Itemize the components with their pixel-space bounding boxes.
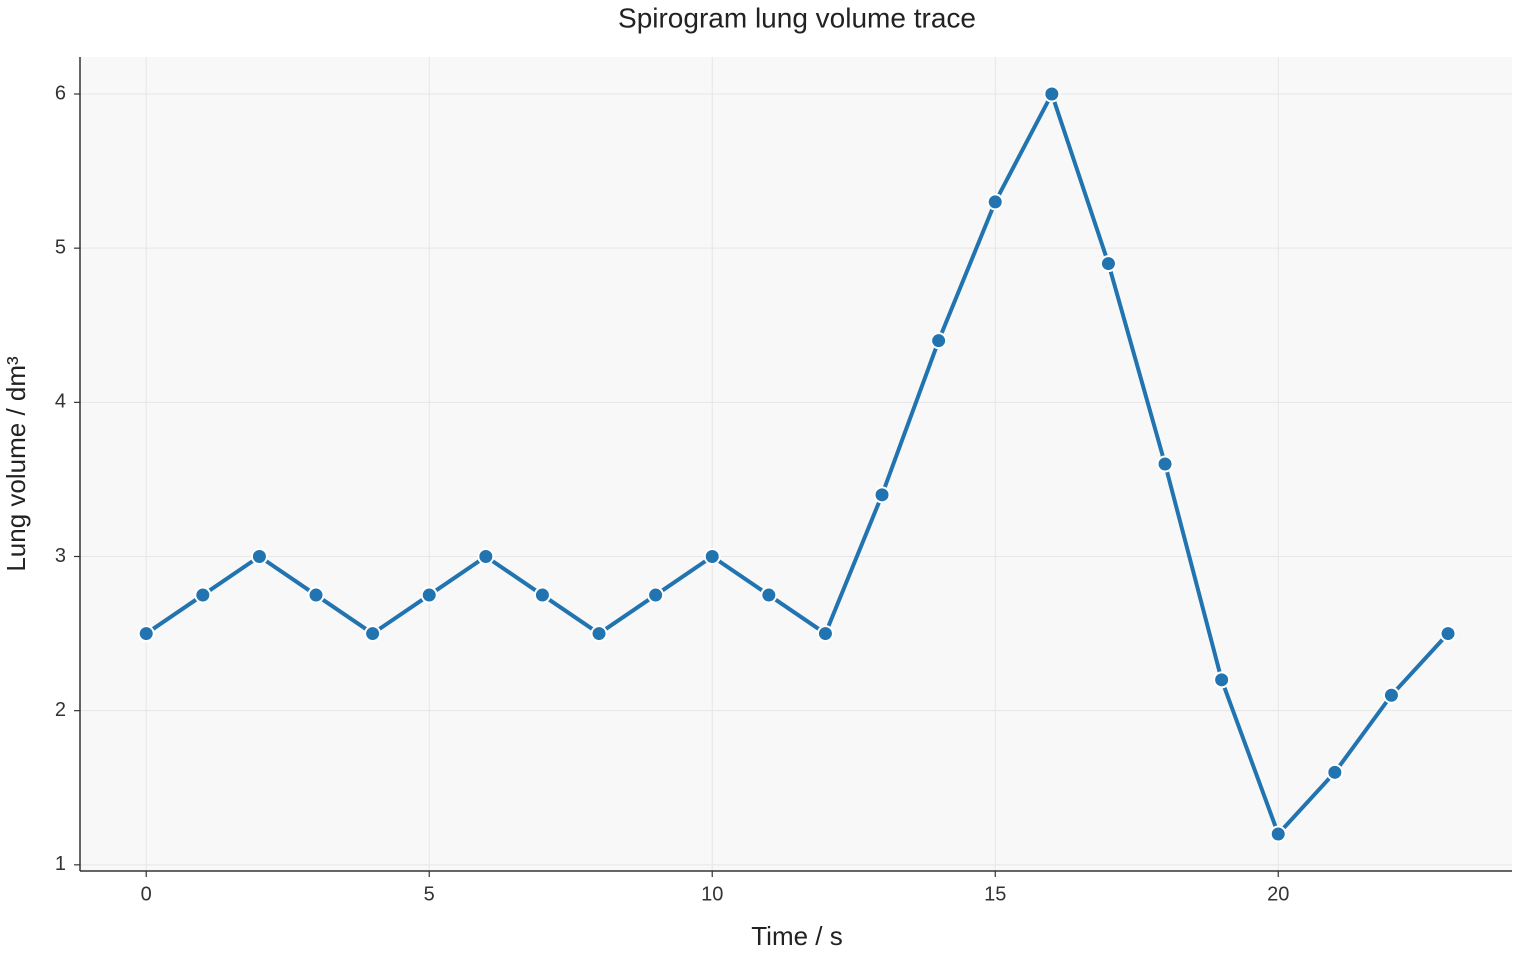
- x-tick-label: 0: [141, 883, 152, 905]
- point: [760, 586, 778, 604]
- point: [1043, 85, 1061, 103]
- x-tick-label: 10: [701, 883, 723, 905]
- x-tick-label: 15: [984, 883, 1006, 905]
- point: [1269, 825, 1287, 843]
- point: [1213, 671, 1231, 689]
- point: [364, 625, 382, 643]
- y-axis-label: Lung volume / dm³: [1, 356, 31, 572]
- point: [477, 548, 495, 565]
- point: [1156, 455, 1174, 473]
- line: [145, 92, 1450, 836]
- y-tick-label: 6: [55, 82, 66, 104]
- point: [1382, 686, 1400, 704]
- point: [703, 548, 721, 565]
- y-tick-label: 4: [55, 391, 66, 413]
- point: [137, 625, 155, 643]
- point: [816, 625, 834, 643]
- point: [1326, 763, 1344, 781]
- plot-area: [80, 57, 1512, 871]
- point: [930, 332, 948, 350]
- y-tick-label: 5: [55, 236, 66, 258]
- chart-title: Spirogram lung volume trace: [618, 2, 976, 33]
- point: [590, 625, 608, 643]
- point: [250, 548, 268, 565]
- point: [420, 586, 438, 604]
- point: [194, 586, 212, 604]
- grid: [80, 57, 1512, 871]
- marks: [137, 85, 1457, 843]
- point: [1439, 625, 1457, 643]
- point: [647, 586, 665, 604]
- y-tick-label: 1: [55, 853, 66, 875]
- x-axis-label: Time / s: [751, 921, 842, 951]
- x-tick-label: 5: [424, 883, 435, 905]
- point: [533, 586, 551, 604]
- point: [986, 193, 1004, 211]
- y-tick-label: 2: [55, 699, 66, 721]
- y-tick-label: 3: [55, 545, 66, 567]
- x-tick-label: 20: [1267, 883, 1289, 905]
- point: [873, 486, 891, 504]
- point: [1099, 255, 1117, 273]
- point: [307, 586, 325, 604]
